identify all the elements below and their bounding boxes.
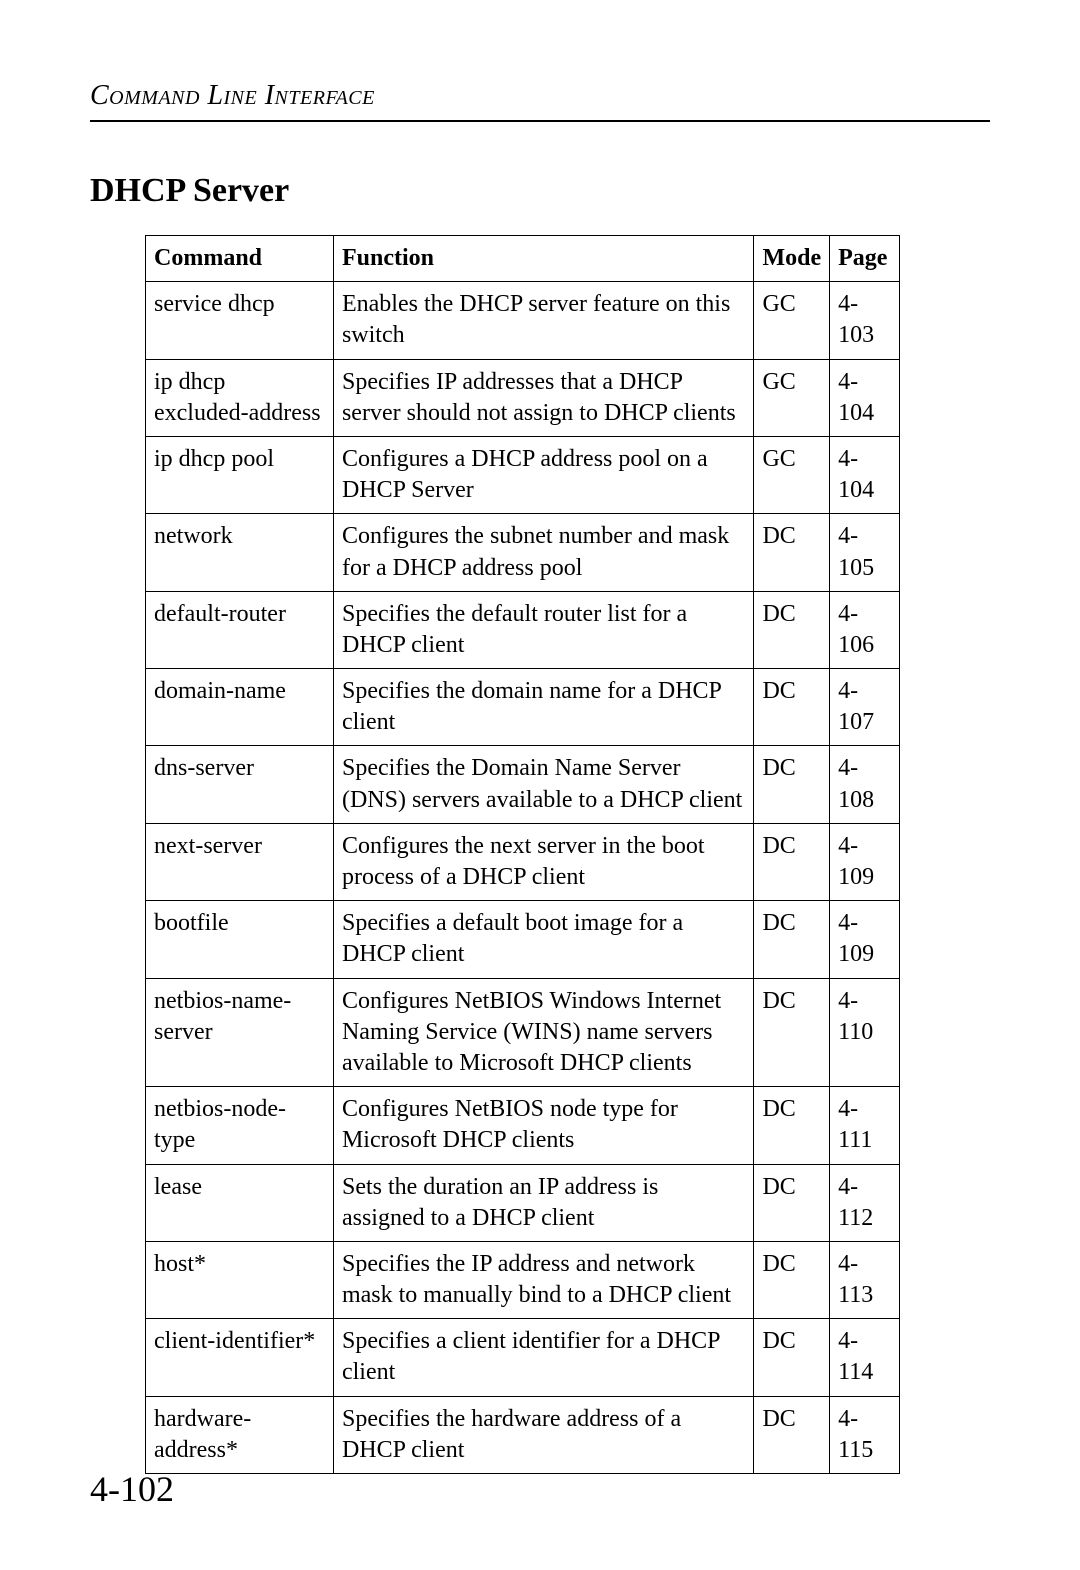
cell-page: 4-104 <box>830 359 900 436</box>
cell-page: 4-111 <box>830 1087 900 1164</box>
cell-page: 4-109 <box>830 901 900 978</box>
cell-command: ip dhcp excluded-address <box>146 359 334 436</box>
cell-command: bootfile <box>146 901 334 978</box>
command-table: Command Function Mode Page service dhcpE… <box>145 235 900 1474</box>
section-title: DHCP Server <box>90 172 990 210</box>
cell-page: 4-106 <box>830 591 900 668</box>
cell-function: Sets the duration an IP address is assig… <box>333 1164 753 1241</box>
cell-command: lease <box>146 1164 334 1241</box>
cell-mode: DC <box>754 1087 830 1164</box>
cell-function: Enables the DHCP server feature on this … <box>333 282 753 359</box>
cell-page: 4-103 <box>830 282 900 359</box>
header-function: Function <box>333 236 753 282</box>
header-mode: Mode <box>754 236 830 282</box>
cell-mode: DC <box>754 1164 830 1241</box>
table-row: service dhcpEnables the DHCP server feat… <box>146 282 900 359</box>
cell-page: 4-107 <box>830 669 900 746</box>
table-row: hardware-address*Specifies the hardware … <box>146 1396 900 1473</box>
cell-function: Specifies the domain name for a DHCP cli… <box>333 669 753 746</box>
cell-command: dns-server <box>146 746 334 823</box>
cell-function: Configures the subnet number and mask fo… <box>333 514 753 591</box>
table-row: next-serverConfigures the next server in… <box>146 823 900 900</box>
table-row: networkConfigures the subnet number and … <box>146 514 900 591</box>
cell-page: 4-114 <box>830 1319 900 1396</box>
cell-mode: GC <box>754 436 830 513</box>
page-number: 4-102 <box>90 1468 174 1510</box>
cell-function: Specifies the IP address and network mas… <box>333 1241 753 1318</box>
cell-command: ip dhcp pool <box>146 436 334 513</box>
cell-mode: DC <box>754 823 830 900</box>
cell-function: Specifies the default router list for a … <box>333 591 753 668</box>
cell-function: Specifies the hardware address of a DHCP… <box>333 1396 753 1473</box>
table-row: netbios-name-serverConfigures NetBIOS Wi… <box>146 978 900 1087</box>
cell-function: Specifies a client identifier for a DHCP… <box>333 1319 753 1396</box>
cell-page: 4-108 <box>830 746 900 823</box>
table-header-row: Command Function Mode Page <box>146 236 900 282</box>
table-row: host*Specifies the IP address and networ… <box>146 1241 900 1318</box>
cell-command: netbios-node-type <box>146 1087 334 1164</box>
cell-mode: GC <box>754 282 830 359</box>
table-row: leaseSets the duration an IP address is … <box>146 1164 900 1241</box>
page-header: Command Line Interface <box>90 80 990 112</box>
cell-mode: GC <box>754 359 830 436</box>
table-row: domain-nameSpecifies the domain name for… <box>146 669 900 746</box>
cell-command: network <box>146 514 334 591</box>
cell-mode: DC <box>754 591 830 668</box>
cell-command: default-router <box>146 591 334 668</box>
table-row: bootfileSpecifies a default boot image f… <box>146 901 900 978</box>
cell-mode: DC <box>754 1241 830 1318</box>
header-rule <box>90 120 990 122</box>
cell-function: Configures the next server in the boot p… <box>333 823 753 900</box>
cell-mode: DC <box>754 978 830 1087</box>
table-row: ip dhcp poolConfigures a DHCP address po… <box>146 436 900 513</box>
cell-function: Configures NetBIOS Windows Internet Nami… <box>333 978 753 1087</box>
cell-mode: DC <box>754 514 830 591</box>
cell-function: Configures a DHCP address pool on a DHCP… <box>333 436 753 513</box>
cell-function: Specifies a default boot image for a DHC… <box>333 901 753 978</box>
table-row: dns-serverSpecifies the Domain Name Serv… <box>146 746 900 823</box>
cell-mode: DC <box>754 1396 830 1473</box>
cell-command: next-server <box>146 823 334 900</box>
cell-function: Specifies the Domain Name Server (DNS) s… <box>333 746 753 823</box>
table-row: netbios-node-typeConfigures NetBIOS node… <box>146 1087 900 1164</box>
cell-command: netbios-name-server <box>146 978 334 1087</box>
cell-function: Configures NetBIOS node type for Microso… <box>333 1087 753 1164</box>
cell-page: 4-112 <box>830 1164 900 1241</box>
cell-mode: DC <box>754 901 830 978</box>
table-row: client-identifier*Specifies a client ide… <box>146 1319 900 1396</box>
cell-command: domain-name <box>146 669 334 746</box>
cell-mode: DC <box>754 669 830 746</box>
cell-mode: DC <box>754 746 830 823</box>
table-row: default-routerSpecifies the default rout… <box>146 591 900 668</box>
cell-command: hardware-address* <box>146 1396 334 1473</box>
header-page: Page <box>830 236 900 282</box>
cell-page: 4-105 <box>830 514 900 591</box>
table-row: ip dhcp excluded-addressSpecifies IP add… <box>146 359 900 436</box>
cell-page: 4-113 <box>830 1241 900 1318</box>
cell-mode: DC <box>754 1319 830 1396</box>
cell-function: Specifies IP addresses that a DHCP serve… <box>333 359 753 436</box>
header-command: Command <box>146 236 334 282</box>
cell-page: 4-110 <box>830 978 900 1087</box>
cell-command: host* <box>146 1241 334 1318</box>
cell-page: 4-104 <box>830 436 900 513</box>
cell-page: 4-115 <box>830 1396 900 1473</box>
cell-command: service dhcp <box>146 282 334 359</box>
cell-page: 4-109 <box>830 823 900 900</box>
cell-command: client-identifier* <box>146 1319 334 1396</box>
